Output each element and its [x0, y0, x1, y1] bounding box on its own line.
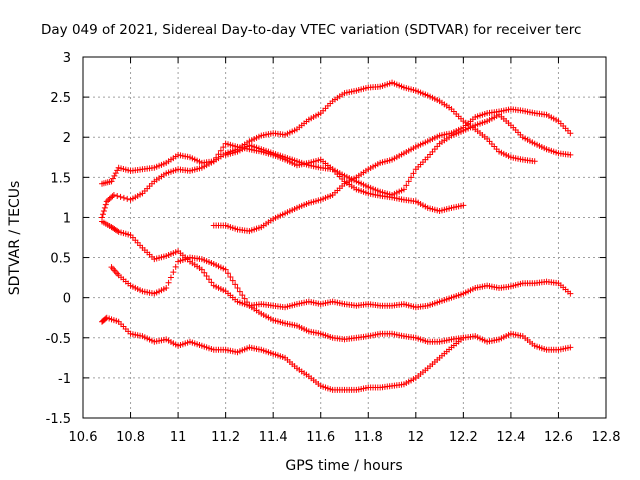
data-point	[112, 170, 119, 177]
x-tick-label: 11.8	[354, 430, 383, 445]
data-point	[103, 198, 110, 205]
data-point	[234, 285, 241, 292]
data-point	[99, 211, 106, 218]
data-point	[217, 147, 224, 154]
data-point	[220, 144, 227, 151]
y-tick-label: 3	[63, 51, 71, 66]
x-axis-ticks: 10.6 10.8 11 11.2 11.4 11.6 11.8 12 12.2 12.4 12.6…	[69, 57, 621, 445]
x-tick-label: 12	[408, 430, 425, 445]
y-tick-label: 2	[63, 131, 71, 146]
data-point	[567, 344, 574, 351]
y-tick-label: 1	[63, 211, 71, 226]
data-point	[410, 170, 417, 177]
series-track-3	[210, 106, 574, 235]
data-point	[106, 195, 113, 202]
data-point	[229, 277, 236, 284]
data-point	[236, 288, 243, 295]
data-point	[567, 290, 574, 297]
data-marks	[99, 79, 574, 393]
y-tick-label: 1.5	[50, 171, 71, 186]
data-point	[208, 279, 215, 286]
data-point	[203, 273, 210, 280]
plot-frame	[82, 56, 607, 419]
data-point	[201, 269, 208, 276]
y-tick-label: 0	[63, 292, 71, 307]
data-point	[408, 174, 415, 181]
data-point	[117, 193, 124, 200]
data-point	[227, 273, 234, 280]
data-point	[205, 276, 212, 283]
data-point	[400, 186, 407, 193]
data-point	[101, 204, 108, 211]
data-point	[170, 269, 177, 276]
data-point	[100, 208, 107, 215]
data-point	[567, 130, 574, 137]
data-point	[108, 194, 115, 201]
x-tick-label: 11.6	[306, 430, 335, 445]
data-point	[403, 182, 410, 189]
chart-title: Day 049 of 2021, Sidereal Day-to-day VTE…	[41, 22, 581, 38]
data-point	[167, 274, 174, 281]
data-point	[165, 279, 172, 286]
data-point	[222, 266, 229, 273]
data-point	[198, 266, 205, 273]
series-track-5	[99, 218, 574, 311]
data-point	[531, 158, 538, 165]
data-point	[114, 192, 121, 199]
data-point	[241, 295, 248, 302]
data-point	[232, 281, 239, 288]
x-tick-label: 10.6	[69, 430, 98, 445]
data-point	[108, 178, 115, 185]
data-point	[567, 151, 574, 158]
x-tick-label: 11.2	[211, 430, 240, 445]
data-point	[460, 202, 467, 209]
series-track-7	[99, 314, 467, 393]
data-point	[239, 292, 246, 299]
x-tick-label: 12.2	[449, 430, 478, 445]
data-point	[111, 172, 118, 179]
data-point	[114, 227, 121, 234]
data-point	[405, 178, 412, 185]
y-axis-label: SDTVAR / TECUs	[7, 181, 23, 296]
y-axis-ticks: -1.5 -1 -0.5 0 0.5 1 1.5 2 2.5 3	[46, 51, 606, 427]
data-point	[163, 285, 170, 292]
series-track-4	[222, 111, 574, 198]
data-point	[225, 270, 232, 277]
data-point	[102, 201, 109, 208]
data-point	[120, 194, 127, 201]
x-tick-label: 11	[170, 430, 187, 445]
y-tick-label: 0.5	[50, 252, 71, 267]
y-tick-label: -0.5	[46, 332, 71, 347]
data-point	[244, 299, 251, 306]
y-tick-label: 2.5	[50, 91, 71, 106]
x-tick-label: 11.4	[259, 430, 288, 445]
x-tick-label: 10.8	[116, 430, 145, 445]
x-tick-label: 12.4	[496, 430, 525, 445]
data-point	[105, 197, 112, 204]
x-tick-label: 12.6	[544, 430, 573, 445]
y-tick-label: -1.5	[46, 412, 71, 427]
x-axis-label: GPS time / hours	[285, 458, 402, 474]
x-tick-label: 12.8	[592, 430, 621, 445]
data-point	[110, 191, 117, 198]
data-point	[114, 167, 121, 174]
y-tick-label: -1	[58, 372, 71, 387]
data-point	[172, 263, 179, 270]
data-point	[109, 175, 116, 182]
data-point	[460, 334, 467, 341]
data-point	[124, 195, 131, 202]
